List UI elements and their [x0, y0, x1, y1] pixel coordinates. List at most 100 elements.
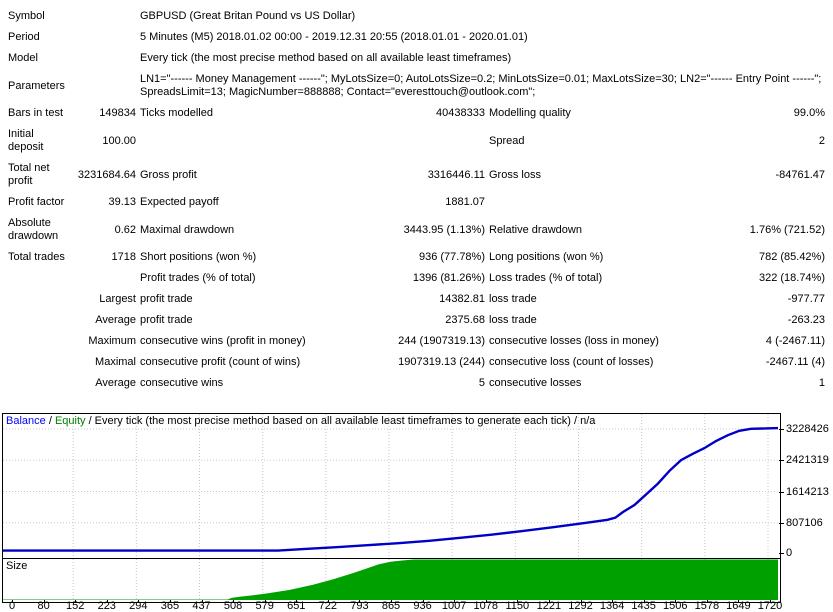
x-axis-tick	[675, 600, 677, 602]
x-axis-tick	[643, 600, 645, 602]
stat-label: consecutive loss (count of losses)	[489, 356, 654, 368]
stat-value: 3231684.64	[77, 168, 136, 181]
stat-label: loss trade	[489, 293, 537, 305]
x-axis-tick	[548, 600, 550, 602]
stat-value: 3316446.11	[427, 168, 485, 181]
size-label: Size	[6, 560, 28, 572]
x-axis-tick	[106, 600, 108, 602]
lot-size-area	[3, 559, 778, 600]
stat-label: Total net profit	[8, 162, 50, 187]
stats-row: Period 5 Minutes (M5) 2018.01.02 00:00 - …	[8, 27, 825, 48]
stat-label: Spread	[489, 134, 525, 147]
y-axis-tick	[779, 460, 784, 461]
stats-row: Average profit trade 2375.68 loss trade -263…	[8, 310, 825, 331]
x-axis-label: 80	[37, 600, 50, 612]
x-axis-label: 1150	[505, 600, 530, 612]
stat-value: GBPUSD (Great Britan Pound vs US Dollar)	[140, 10, 356, 22]
stat-value: Average	[95, 314, 136, 326]
x-axis-tick	[296, 600, 298, 602]
stat-value: 936 (77.78%)	[418, 251, 485, 263]
stat-label: Model	[8, 52, 38, 64]
stat-value: 1.76% (721.52)	[749, 223, 825, 236]
y-axis-tick	[779, 553, 784, 554]
stat-value: -2467.11 (4)	[765, 356, 825, 368]
x-axis-label: 1292	[568, 600, 593, 612]
stats-row: Initial deposit 100.00 Spread 2	[8, 124, 825, 158]
stat-label: Bars in test	[8, 107, 64, 119]
x-axis-label: 437	[192, 600, 211, 612]
stat-value: 782 (85.42%)	[758, 251, 825, 263]
x-axis-tick	[201, 600, 203, 602]
stat-value: 1881.07	[445, 196, 485, 208]
x-axis-tick	[138, 600, 140, 602]
x-axis-label: 1007	[441, 600, 467, 612]
x-axis-label: 294	[129, 600, 148, 612]
stat-label: Absolute drawdown	[8, 217, 59, 242]
stats-row: Total net profit 3231684.64 Gross profit 33…	[8, 158, 825, 192]
x-axis-tick	[12, 600, 13, 602]
stat-value: Maximal	[95, 356, 136, 368]
stat-value: 39.13	[108, 196, 136, 208]
y-axis-label: 2421319	[786, 454, 829, 466]
stats-row: Parameters LN1="------ Money Management -…	[8, 69, 825, 103]
stats-row: Absolute drawdown 0.62 Maximal drawdown 344…	[8, 213, 825, 247]
x-axis-tick	[391, 600, 392, 602]
stat-value: Average	[95, 377, 136, 389]
x-axis-tick	[422, 600, 424, 602]
x-axis-tick	[485, 600, 487, 602]
equity-legend-label: Equity	[54, 415, 86, 427]
legend-separator: /	[45, 415, 55, 427]
stats-row: Profit trades (% of total) 1396 (81.26%) L…	[8, 268, 825, 289]
stat-label: consecutive profit (count of wins)	[140, 356, 301, 368]
stat-label: consecutive losses (loss in money)	[489, 335, 659, 347]
y-axis-tick	[779, 492, 784, 493]
stat-value: 1396 (81.26%)	[412, 272, 485, 284]
x-axis-label: 1649	[726, 600, 751, 612]
stat-label: consecutive losses	[489, 377, 582, 389]
x-axis-label: 865	[381, 600, 401, 612]
stat-label: Modelling quality	[489, 107, 571, 119]
stat-label: Gross profit	[140, 168, 197, 181]
stats-row: Profit factor 39.13 Expected payoff 1881.07	[8, 192, 825, 213]
x-axis-tick	[738, 600, 740, 602]
balance-chart: Balance / Equity / Every tick (the most …	[2, 413, 781, 559]
stat-value: -84761.47	[775, 168, 825, 181]
stat-label: Maximal drawdown	[140, 223, 235, 236]
x-axis: 0 80 152 223 294 365 437 508 579 651 722 793 865 936 1…	[2, 600, 782, 612]
x-axis-label: 722	[318, 600, 338, 612]
y-axis-label: 1614213	[786, 486, 829, 498]
stats-row: Maximum consecutive wins (profit in money…	[8, 331, 825, 352]
stat-value: Largest	[99, 293, 136, 305]
stat-value: -977.77	[787, 293, 825, 305]
stat-value: 5	[478, 377, 485, 389]
x-axis-tick	[454, 600, 456, 602]
x-axis-tick	[517, 600, 519, 602]
x-axis-label: 223	[97, 600, 116, 612]
stats-row: Total trades 1718 Short positions (won %) 9…	[8, 247, 825, 268]
stat-label: profit trade	[140, 293, 193, 305]
stat-label: loss trade	[489, 314, 537, 326]
stat-label: Ticks modelled	[140, 107, 213, 119]
stat-label: Initial deposit	[8, 128, 44, 153]
lot-size-plot	[3, 559, 778, 600]
stats-row: Maximal consecutive profit (count of wins…	[8, 352, 825, 373]
stat-value: 3443.95 (1.13%)	[403, 223, 485, 236]
stat-value: 100.00	[102, 134, 136, 147]
x-axis-label: 508	[223, 600, 243, 612]
stat-value: 2375.68	[445, 314, 485, 326]
stat-label: Profit factor	[8, 196, 65, 208]
balance-curve-plot	[3, 414, 778, 556]
stat-label: Relative drawdown	[489, 223, 582, 236]
stat-value: 1718	[111, 251, 136, 263]
balance-legend-label: Balance	[6, 415, 46, 427]
chart-description: / Every tick (the most precise method ba…	[85, 415, 596, 427]
x-axis-label: 152	[65, 600, 85, 612]
stat-label: Expected payoff	[140, 196, 219, 208]
stats-row: Largest profit trade 14382.81 loss trade -97…	[8, 289, 825, 310]
stat-label: Loss trades (% of total)	[489, 272, 603, 284]
y-axis-label: 807106	[786, 517, 823, 529]
stat-label: Total trades	[8, 251, 65, 263]
x-axis-tick	[612, 600, 614, 602]
stats-row: Model Every tick (the most precise method…	[8, 48, 825, 69]
stat-label: Short positions (won %)	[140, 251, 257, 263]
